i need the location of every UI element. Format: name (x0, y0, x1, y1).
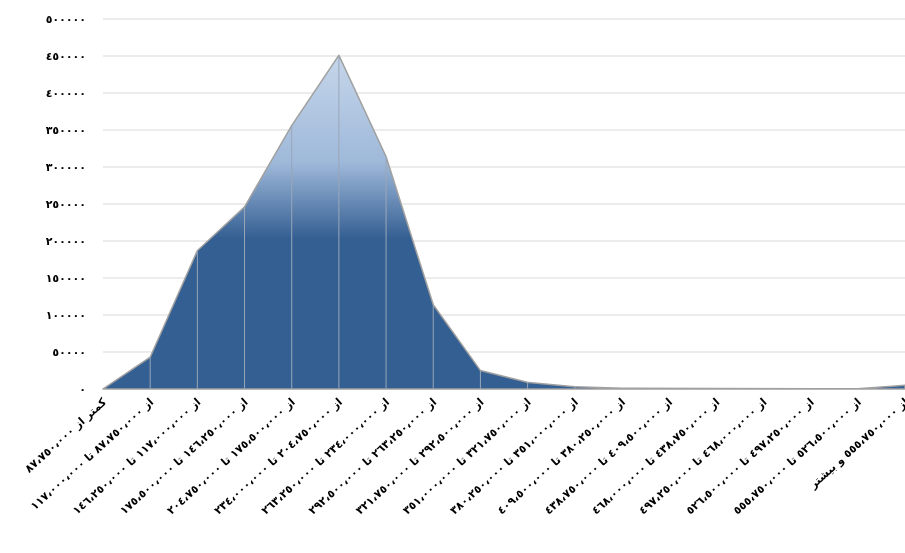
y-tick-label: ١٥٠٠٠٠ (46, 272, 86, 285)
y-tick-label: ٤٥٠٠٠٠ (46, 50, 86, 63)
area-series (102, 54, 905, 390)
y-tick-label: ٥٠٠٠٠٠ (46, 13, 86, 26)
y-tick-label: ٢٥٠٠٠٠ (46, 198, 86, 211)
category-dividers (149, 55, 859, 389)
y-tick-label: ٤٠٠٠٠٠ (46, 87, 86, 100)
y-tick-label: ٣٠٠٠٠٠ (46, 161, 86, 174)
y-tick-label: ٣٥٠٠٠٠ (46, 124, 86, 137)
y-tick-label: ٢٠٠٠٠٠ (46, 235, 86, 248)
area-fill (102, 54, 905, 390)
x-tick-label: کمتر از ٨٧،٧٥٠،٠٠٠ (22, 395, 109, 475)
y-tick-label: ٥٠٠٠٠ (52, 346, 86, 359)
y-axis-ticks: ٠ ٥٠٠٠٠ ١٠٠٠٠٠ ١٥٠٠٠٠ ٢٠٠٠٠٠ ٢٥٠٠٠٠ ٣٠٠٠٠٠ ٣٥٠٠… (46, 13, 86, 396)
y-tick-label: ١٠٠٠٠٠ (46, 309, 86, 322)
y-tick-label: ٠ (79, 383, 86, 396)
